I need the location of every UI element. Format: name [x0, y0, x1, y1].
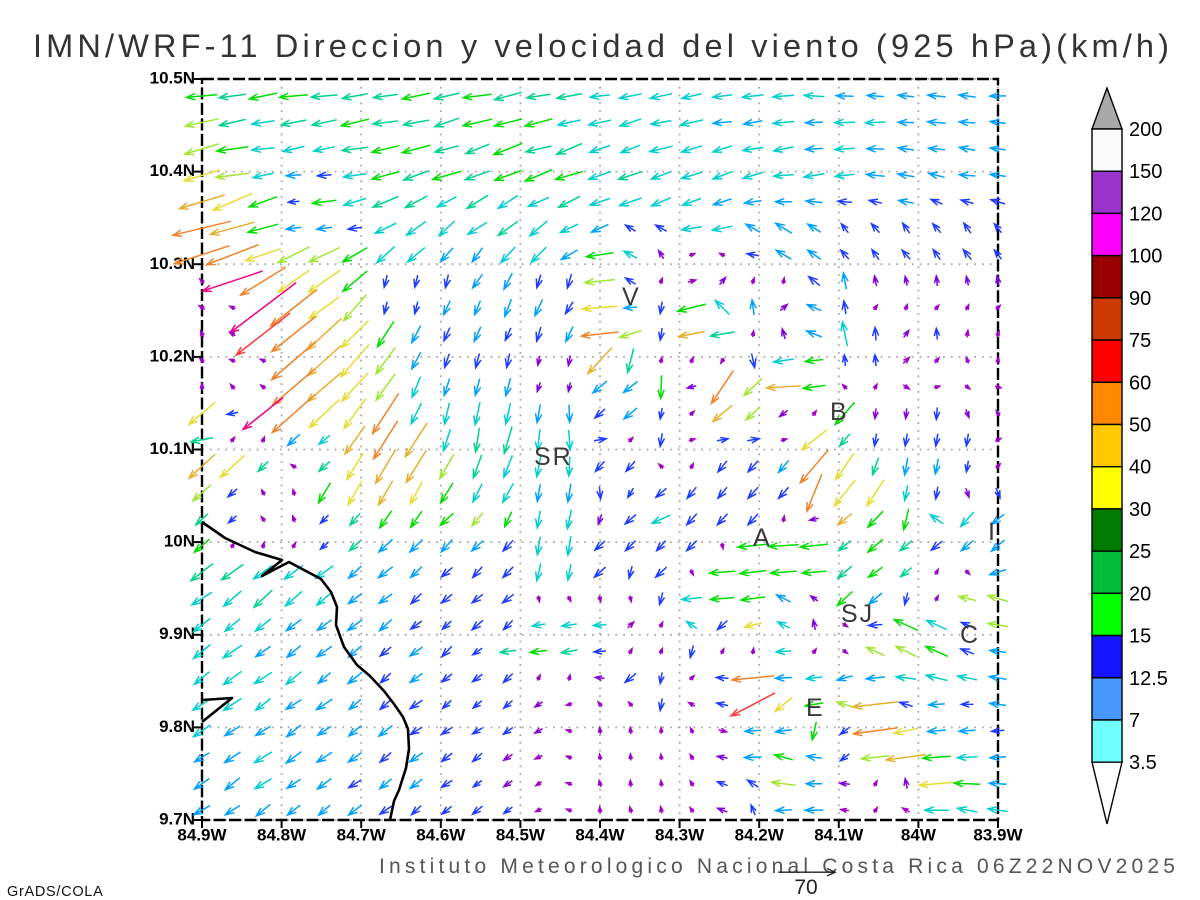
svg-text:100: 100: [1129, 246, 1162, 268]
svg-text:10.1N: 10.1N: [150, 439, 195, 458]
svg-text:10.4N: 10.4N: [150, 161, 195, 180]
svg-text:84.7W: 84.7W: [337, 826, 387, 845]
svg-text:A: A: [753, 524, 772, 552]
svg-text:60: 60: [1129, 372, 1151, 394]
svg-text:B: B: [830, 398, 849, 426]
svg-text:84.9W: 84.9W: [177, 826, 227, 845]
svg-text:9.9N: 9.9N: [159, 624, 195, 643]
svg-text:83.9W: 83.9W: [973, 826, 1023, 845]
svg-text:84.1W: 84.1W: [814, 826, 864, 845]
svg-text:50: 50: [1129, 415, 1151, 437]
svg-text:84.5W: 84.5W: [496, 826, 546, 845]
svg-text:84.3W: 84.3W: [655, 826, 705, 845]
svg-text:I: I: [988, 518, 997, 546]
svg-text:7: 7: [1129, 710, 1140, 732]
svg-text:20: 20: [1129, 583, 1151, 605]
svg-text:10.3N: 10.3N: [150, 254, 195, 273]
svg-text:200: 200: [1129, 119, 1162, 141]
svg-text:10.2N: 10.2N: [150, 346, 195, 365]
svg-text:10.5N: 10.5N: [150, 69, 195, 88]
svg-text:75: 75: [1129, 330, 1151, 352]
svg-text:120: 120: [1129, 203, 1162, 225]
svg-text:40: 40: [1129, 457, 1151, 479]
svg-text:150: 150: [1129, 161, 1162, 183]
svg-text:V: V: [622, 283, 641, 311]
svg-text:12.5: 12.5: [1129, 668, 1168, 690]
svg-text:84.4W: 84.4W: [575, 826, 625, 845]
svg-text:70: 70: [794, 876, 817, 899]
svg-text:SR: SR: [534, 443, 573, 471]
svg-text:Instituto Meteorologico Nacion: Instituto Meteorologico Nacional Costa R…: [379, 855, 1179, 878]
svg-text:IMN/WRF-11 Direccion y velocid: IMN/WRF-11 Direccion y velocidad del vie…: [33, 28, 1173, 64]
svg-text:10N: 10N: [164, 532, 195, 551]
svg-text:GrADS/COLA: GrADS/COLA: [7, 884, 103, 900]
svg-text:84W: 84W: [901, 826, 937, 845]
svg-text:84.6W: 84.6W: [416, 826, 466, 845]
svg-text:25: 25: [1129, 541, 1151, 563]
svg-text:90: 90: [1129, 288, 1151, 310]
svg-text:15: 15: [1129, 626, 1151, 648]
svg-text:E: E: [806, 694, 825, 722]
svg-text:84.2W: 84.2W: [735, 826, 785, 845]
svg-text:9.8N: 9.8N: [159, 717, 195, 736]
svg-text:30: 30: [1129, 499, 1151, 521]
svg-text:84.8W: 84.8W: [257, 826, 307, 845]
svg-text:3.5: 3.5: [1129, 752, 1157, 774]
svg-text:C: C: [960, 621, 980, 649]
svg-text:9.7N: 9.7N: [159, 810, 195, 829]
svg-text:SJ: SJ: [841, 600, 874, 628]
